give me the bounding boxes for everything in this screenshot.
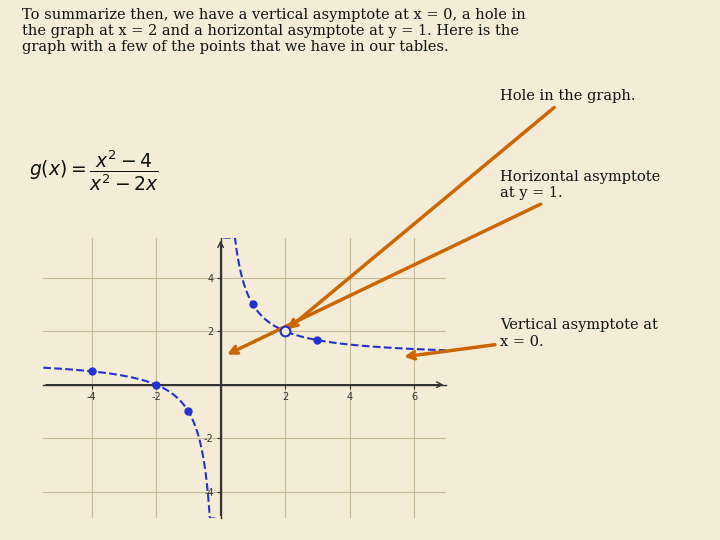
Text: To summarize then, we have a vertical asymptote at x = 0, a hole in
the graph at: To summarize then, we have a vertical as… [22,8,526,55]
Text: Hole in the graph.: Hole in the graph. [290,89,636,327]
Text: Vertical asymptote at
x = 0.: Vertical asymptote at x = 0. [408,319,658,359]
Text: Horizontal asymptote
at y = 1.: Horizontal asymptote at y = 1. [230,170,661,353]
Text: $g(x) = \dfrac{x^2 - 4}{x^2 - 2x}$: $g(x) = \dfrac{x^2 - 4}{x^2 - 2x}$ [29,148,158,193]
